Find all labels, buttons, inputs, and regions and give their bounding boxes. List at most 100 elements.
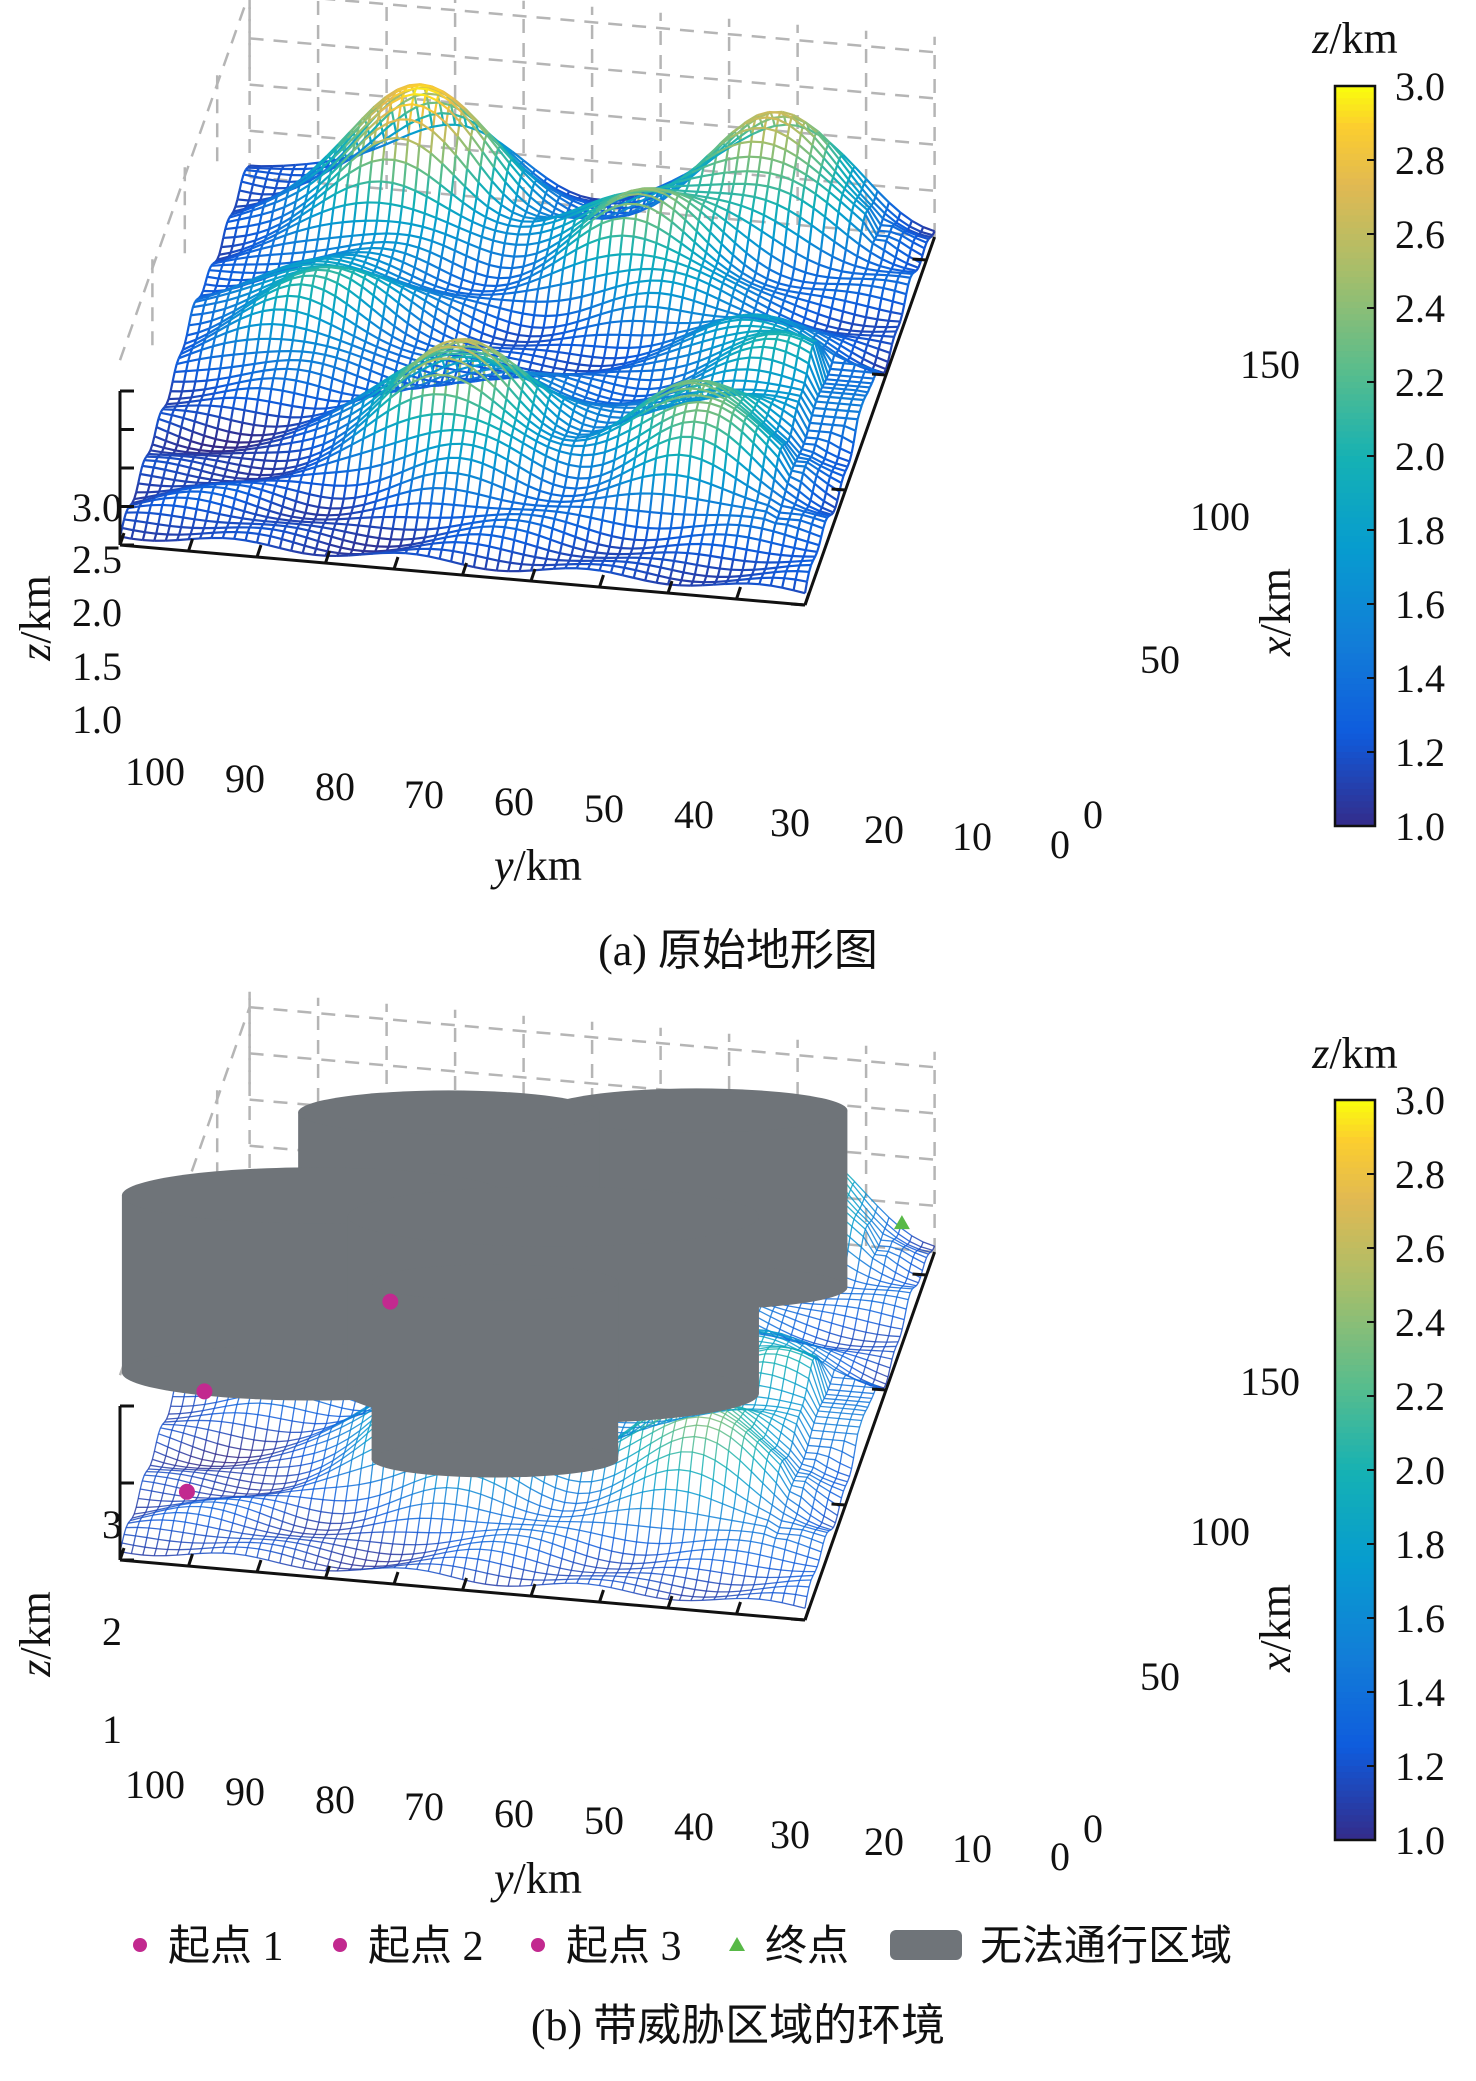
colorbar-tick-label: 1.4: [1395, 656, 1445, 701]
y-tick-label: 90: [225, 1769, 265, 1814]
y-tick-label: 20: [864, 807, 904, 852]
x-tick-label: 0: [1083, 792, 1103, 837]
legend-item-obstacle: 无法通行区域: [890, 1924, 1232, 1970]
legend-item-start-1: 起点 1: [133, 1924, 284, 1970]
legend-item-end: 终点: [729, 1924, 849, 1970]
start-point-marker: [178, 1483, 195, 1500]
y-tick-label: 20: [864, 1819, 904, 1864]
colorbar-tick-label: 1.2: [1395, 730, 1445, 775]
threat-area-cylinder: [371, 1264, 619, 1478]
colorbar-tick-label: 2.2: [1395, 1374, 1445, 1419]
colorbar-tick-label: 3.0: [1395, 64, 1445, 109]
z-tick-label: 2: [102, 1609, 122, 1654]
legend-label: 起点 1: [168, 1924, 284, 1970]
legend: 起点 1 起点 2 起点 3 终点 无法通行区域: [133, 1924, 1232, 1970]
panel-a: 3.0 2.5 2.0 1.5 1.0 z/km 100 90 80 70 60…: [11, 0, 1445, 975]
z-tick-label: 1: [102, 1707, 122, 1752]
x-tick-label: 50: [1140, 1654, 1180, 1699]
panel-b-threat-areas: [121, 1088, 848, 1478]
panel-b-points: [178, 1215, 910, 1500]
colorbar-tick-label: 1.6: [1395, 582, 1445, 627]
colorbar-ticks: 3.0 2.8 2.6 2.4 2.2 2.0 1.8 1.6 1.4 1.2 1.0: [1367, 1078, 1445, 1863]
y-tick-label: 90: [225, 756, 265, 801]
legend-item-start-3: 起点 3: [531, 1924, 682, 1970]
z-tick-label: 2.0: [72, 590, 122, 635]
y-tick-label: 60: [494, 1791, 534, 1836]
start-point-marker: [196, 1383, 213, 1400]
y-tick-label: 60: [494, 779, 534, 824]
colorbar-tick-label: 2.4: [1395, 286, 1445, 331]
y-axis-label: y/km: [490, 1854, 582, 1903]
colorbar-tick-label: 1.6: [1395, 1596, 1445, 1641]
y-tick-label: 40: [674, 792, 714, 837]
legend-label: 终点: [765, 1924, 849, 1970]
legend-label: 无法通行区域: [980, 1924, 1232, 1970]
colorbar-tick-label: 2.6: [1395, 212, 1445, 257]
y-tick-label: 30: [770, 800, 810, 845]
z-tick-label: 1.0: [72, 697, 122, 742]
colorbar-tick-label: 1.0: [1395, 804, 1445, 849]
start-point-marker: [382, 1293, 399, 1310]
y-tick-label: 100: [125, 749, 185, 794]
y-tick-label: 70: [404, 1784, 444, 1829]
panel-a-caption: (a) 原始地形图: [598, 926, 878, 975]
colorbar-b: [1333, 1098, 1377, 1842]
colorbar-label: z/km: [1311, 14, 1398, 63]
y-tick-label: 0: [1050, 1834, 1070, 1879]
z-tick-label: 3.0: [72, 485, 122, 530]
colorbar-tick-label: 1.2: [1395, 1744, 1445, 1789]
z-axis-label: z/km: [11, 1591, 60, 1678]
z-tick-label: 1.5: [72, 644, 122, 689]
panel-a-surface: [118, 83, 936, 595]
y-tick-label: 80: [315, 1777, 355, 1822]
colorbar-tick-label: 1.4: [1395, 1670, 1445, 1715]
obstacle-swatch: [890, 1930, 962, 1960]
start-3-marker-icon: [531, 1938, 545, 1952]
z-tick-label: 2.5: [72, 537, 122, 582]
start-2-marker-icon: [333, 1938, 347, 1952]
colorbar-tick-label: 1.8: [1395, 1522, 1445, 1567]
x-tick-label: 150: [1240, 342, 1300, 387]
colorbar-ticks: 3.0 2.8 2.6 2.4 2.2 2.0 1.8 1.6 1.4 1.2 1.0: [1367, 64, 1445, 849]
y-tick-label: 100: [125, 1762, 185, 1807]
colorbar-tick-label: 1.0: [1395, 1818, 1445, 1863]
panel-a-axes: [118, 236, 937, 607]
y-axis-label: y/km: [490, 841, 582, 890]
panel-b-axes: [118, 1251, 937, 1622]
colorbar-tick-label: 3.0: [1395, 1078, 1445, 1123]
y-tick-label: 10: [952, 814, 992, 859]
z-axis-label: z/km: [11, 575, 60, 662]
end-point-marker: [893, 1215, 910, 1230]
panel-b-caption: (b) 带威胁区域的环境: [531, 2001, 945, 2050]
y-tick-label: 80: [315, 764, 355, 809]
legend-label: 起点 2: [368, 1924, 484, 1970]
colorbar-tick-label: 2.2: [1395, 360, 1445, 405]
colorbar-tick-label: 1.8: [1395, 508, 1445, 553]
legend-label: 起点 3: [566, 1924, 682, 1970]
y-tick-label: 50: [584, 786, 624, 831]
colorbar-tick-label: 2.0: [1395, 1448, 1445, 1493]
x-tick-label: 150: [1240, 1359, 1300, 1404]
colorbar-tick-label: 2.4: [1395, 1300, 1445, 1345]
x-tick-label: 100: [1190, 494, 1250, 539]
y-tick-label: 50: [584, 1798, 624, 1843]
start-1-marker-icon: [133, 1938, 147, 1952]
legend-item-start-2: 起点 2: [333, 1924, 484, 1970]
colorbar-tick-label: 2.8: [1395, 138, 1445, 183]
x-tick-label: 0: [1083, 1806, 1103, 1851]
y-tick-label: 30: [770, 1812, 810, 1857]
y-tick-label: 10: [952, 1826, 992, 1871]
x-tick-label: 100: [1190, 1509, 1250, 1554]
x-axis-label: x/km: [1251, 1584, 1300, 1673]
y-tick-label: 70: [404, 772, 444, 817]
colorbar-tick-label: 2.6: [1395, 1226, 1445, 1271]
colorbar-label: z/km: [1311, 1029, 1398, 1078]
panel-a-grid: [118, 0, 936, 361]
y-tick-label: 0: [1050, 822, 1070, 867]
z-tick-label: 3: [102, 1502, 122, 1547]
panel-b: 3 2 1 z/km 100 90 80 70 60 50 40 30 20 1…: [11, 991, 1445, 2050]
colorbar-tick-label: 2.8: [1395, 1152, 1445, 1197]
end-marker-icon: [729, 1937, 745, 1951]
colorbar-a: [1333, 84, 1377, 828]
